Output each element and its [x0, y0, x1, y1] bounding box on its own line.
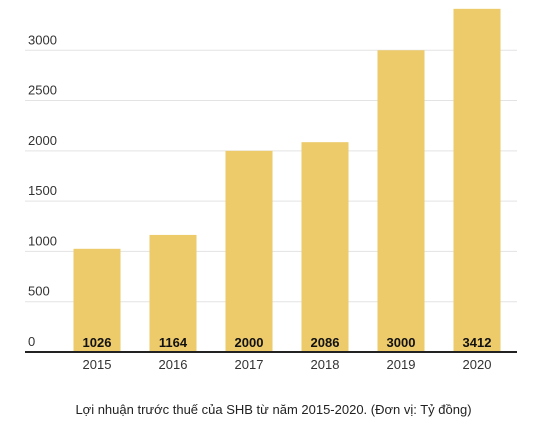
data-label: 2086	[311, 335, 340, 350]
bar	[225, 150, 273, 352]
bar	[149, 234, 197, 352]
data-label: 1026	[83, 335, 112, 350]
x-tick-label: 2019	[387, 357, 416, 372]
y-axis-ticks: 0 500 1000 1500 2000 2500 3000	[28, 32, 57, 349]
y-tick-label: 2000	[28, 133, 57, 148]
data-label: 3000	[387, 335, 416, 350]
x-tick-label: 2020	[463, 357, 492, 372]
chart-caption: Lợi nhuận trước thuế của SHB từ năm 2015…	[75, 402, 472, 417]
y-tick-label: 1000	[28, 233, 57, 248]
x-axis-ticks: 2015 2016 2017 2018 2019 2020	[83, 357, 492, 372]
bar	[453, 8, 501, 353]
y-tick-label: 3000	[28, 32, 57, 47]
x-tick-label: 2016	[159, 357, 188, 372]
y-tick-label: 2500	[28, 83, 57, 98]
x-tick-label: 2017	[235, 357, 264, 372]
x-tick-label: 2015	[83, 357, 112, 372]
y-tick-label: 0	[28, 334, 35, 349]
bar	[301, 142, 349, 352]
data-labels: 1026 1164 2000 2086 3000 3412	[83, 335, 492, 350]
bars	[73, 8, 501, 353]
bar	[377, 50, 425, 353]
x-tick-label: 2018	[311, 357, 340, 372]
y-tick-label: 500	[28, 284, 50, 299]
data-label: 2000	[235, 335, 264, 350]
data-label: 3412	[463, 335, 492, 350]
bar	[73, 248, 121, 352]
y-tick-label: 1500	[28, 183, 57, 198]
data-label: 1164	[159, 335, 188, 350]
